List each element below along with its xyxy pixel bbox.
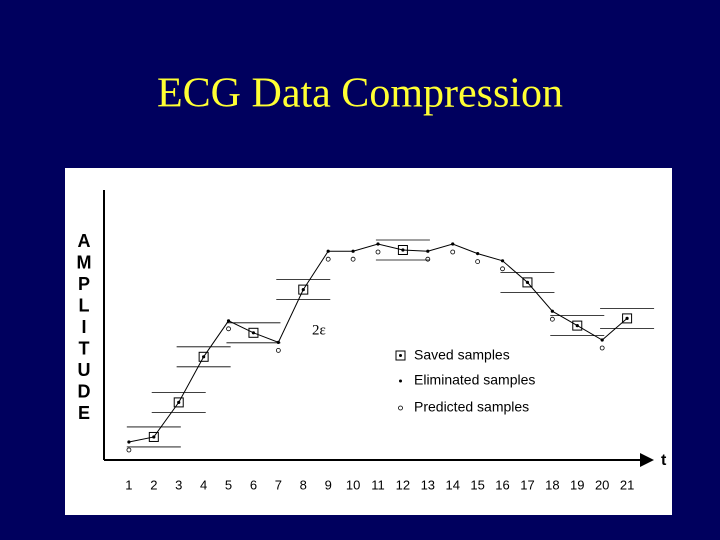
x-tick-label: 4 [200, 477, 207, 492]
sample-point [600, 338, 604, 342]
predicted-sample [599, 345, 605, 351]
y-axis-letter: P [78, 274, 90, 294]
sample-point [152, 435, 156, 439]
sample-point [127, 440, 131, 444]
saved-sample [397, 245, 408, 255]
sample-point [625, 316, 629, 320]
sample-point [500, 259, 505, 263]
x-tick-label: 20 [595, 477, 609, 492]
legend-label: Eliminated samples [414, 372, 535, 388]
legend-label: Saved samples [414, 347, 510, 363]
predicted-sample [126, 447, 132, 453]
y-axis-letter: T [79, 338, 90, 358]
predicted-sample [549, 316, 555, 322]
sample-point [376, 242, 380, 246]
saved-sample [522, 277, 533, 288]
sample-point [301, 288, 305, 292]
sample-point [525, 280, 530, 284]
legend-label: Predicted samples [414, 399, 529, 415]
saved-sample [198, 351, 209, 362]
x-tick-label: 9 [325, 477, 332, 492]
x-tick-label: 10 [346, 477, 360, 492]
sample-point [401, 248, 405, 252]
saved-sample [572, 320, 583, 331]
y-axis-letter: I [81, 317, 86, 337]
y-axis-letter: D [78, 381, 91, 401]
x-tick-label: 3 [175, 477, 182, 492]
x-tick-label: 17 [520, 477, 534, 492]
x-tick-label: 5 [225, 477, 232, 492]
sample-point [451, 242, 455, 246]
y-axis-letter: M [77, 252, 92, 272]
x-tick-label: 15 [470, 477, 484, 492]
x-tick-label: 18 [545, 477, 559, 492]
x-axis-arrow [640, 453, 654, 467]
sample-point [351, 249, 355, 253]
x-tick-label: 14 [445, 477, 459, 492]
x-tick-label: 11 [371, 477, 385, 492]
x-tick-label: 21 [620, 477, 634, 492]
sample-point [226, 319, 231, 323]
legend-dot [399, 379, 402, 383]
predicted-sample [275, 347, 281, 353]
sample-point [177, 400, 181, 404]
x-tick-label: 16 [495, 477, 509, 492]
sample-point [202, 355, 206, 359]
sample-point [575, 324, 579, 328]
legend-predicted-symbol [398, 405, 403, 411]
predicted-sample [375, 249, 381, 255]
sample-point [476, 252, 480, 256]
y-axis-letter: L [79, 295, 90, 315]
legend-dot [399, 354, 402, 357]
predicted-sample [425, 256, 431, 262]
predicted-sample [450, 249, 456, 255]
x-tick-label: 8 [300, 477, 307, 492]
saved-sample [298, 284, 309, 295]
saved-sample [248, 327, 259, 338]
x-tick-label: 7 [275, 477, 282, 492]
legend-box-symbol [395, 350, 406, 361]
sample-point [276, 340, 280, 344]
sample-point [550, 309, 554, 313]
predicted-sample [226, 326, 231, 332]
sample-point [426, 249, 430, 253]
predicted-sample [325, 256, 331, 262]
x-tick-label: 13 [421, 477, 435, 492]
x-tick-label: 2 [150, 477, 157, 492]
saved-sample [622, 313, 633, 324]
x-tick-label: 6 [250, 477, 257, 492]
sample-point [326, 249, 330, 253]
annotation: 2ε [312, 322, 326, 338]
sample-point [251, 331, 256, 335]
saved-sample [148, 431, 159, 442]
y-axis-letter: A [78, 231, 91, 251]
slide-title: ECG Data Compression [157, 71, 563, 117]
x-tick-label: 12 [396, 477, 410, 492]
figure-panel [65, 168, 672, 515]
predicted-sample [350, 256, 356, 262]
x-axis-label: t [661, 452, 667, 469]
predicted-sample [500, 266, 505, 272]
x-tick-label: 19 [570, 477, 584, 492]
y-axis-letter: E [78, 403, 90, 423]
predicted-sample [475, 259, 481, 265]
y-axis-letter: U [78, 360, 91, 380]
saved-sample [173, 397, 184, 408]
x-tick-label: 1 [125, 477, 132, 492]
